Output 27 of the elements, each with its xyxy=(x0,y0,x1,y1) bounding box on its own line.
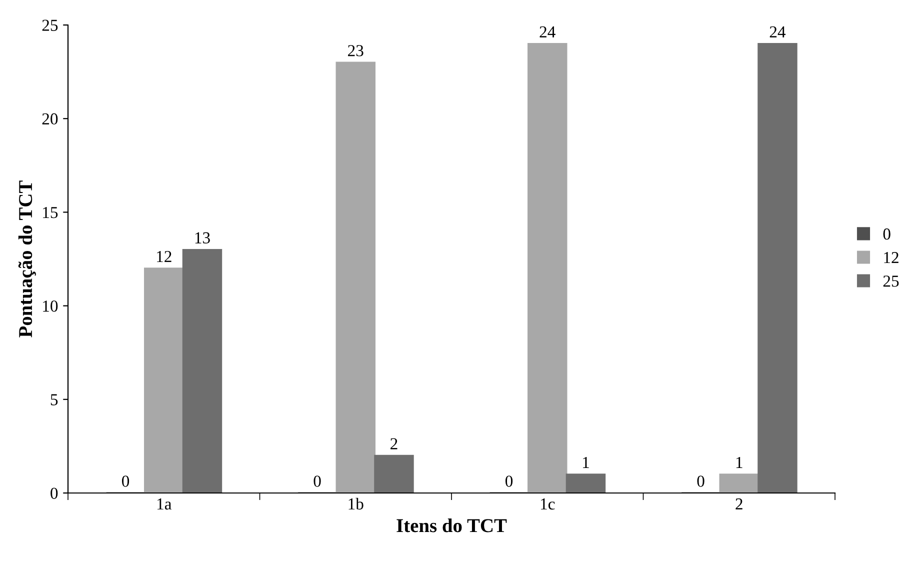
y-tick-label: 15 xyxy=(43,206,58,218)
y-tick-label: 25 xyxy=(42,20,58,31)
y-axis-title: Pontuação do TCT xyxy=(18,180,36,338)
data-label: 24 xyxy=(540,26,556,38)
y-tick-label: 5 xyxy=(50,394,58,406)
data-label: 13 xyxy=(195,232,210,244)
y-tick-label: 20 xyxy=(42,113,58,125)
data-label: 0 xyxy=(697,476,704,487)
x-tick-label: 1a xyxy=(157,498,172,510)
legend-label: 25 xyxy=(883,276,899,287)
data-label: 0 xyxy=(314,476,321,487)
data-label: 0 xyxy=(505,476,513,487)
legend-label: 12 xyxy=(884,252,898,264)
x-tick-label: 2 xyxy=(736,498,742,510)
legend-label: 0 xyxy=(883,228,890,240)
y-tick-label: 10 xyxy=(43,300,58,312)
x-axis-title: Itens do TCT xyxy=(396,518,507,532)
data-label: 23 xyxy=(348,45,364,56)
data-label: 2 xyxy=(390,438,398,450)
x-tick-label: 1b xyxy=(348,498,364,510)
data-label: 0 xyxy=(122,476,130,487)
data-label: 12 xyxy=(157,250,172,262)
data-label: 24 xyxy=(770,26,786,38)
data-label: 1 xyxy=(736,456,742,468)
x-tick-label: 1c xyxy=(540,498,555,510)
y-tick-label: 0 xyxy=(50,488,58,499)
data-label: 1 xyxy=(583,456,589,468)
